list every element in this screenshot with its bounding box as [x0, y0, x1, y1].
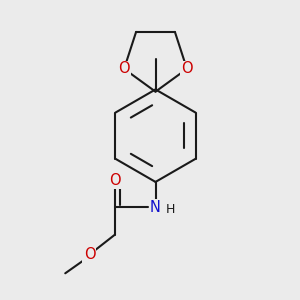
Text: N: N: [150, 200, 161, 215]
Text: O: O: [109, 173, 121, 188]
Text: O: O: [181, 61, 193, 76]
Text: O: O: [118, 61, 130, 76]
Text: H: H: [166, 203, 176, 216]
Text: O: O: [84, 247, 95, 262]
